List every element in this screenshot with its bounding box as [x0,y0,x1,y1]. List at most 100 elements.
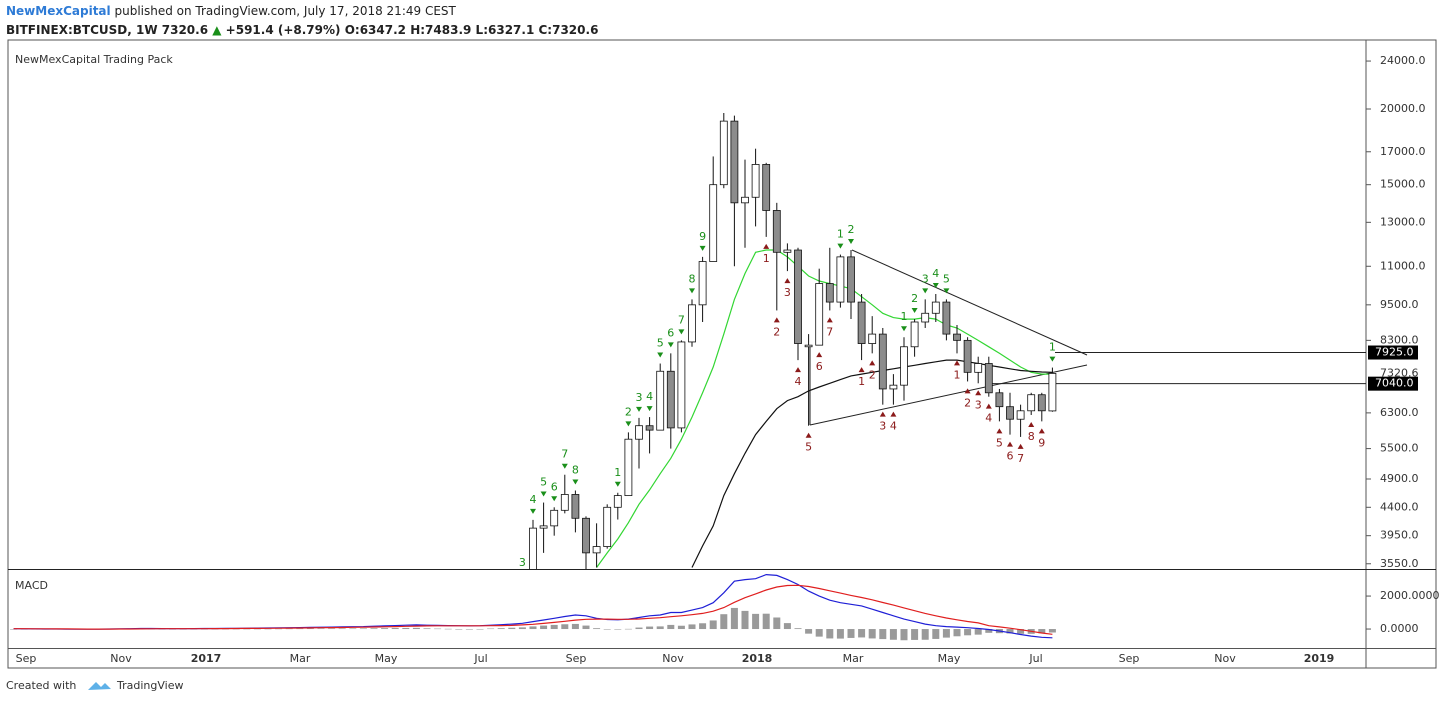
symbol-line: BITFINEX:BTCUSD, 1W 7320.6 ▲ +591.4 (+8.… [6,23,598,37]
macd-histogram-bar [1017,629,1025,634]
candle-body [645,425,654,431]
sell-setup-count: 5 [540,476,547,489]
macd-histogram-bar [773,617,781,630]
sell-setup-count: 8 [572,464,579,477]
macd-histogram-bar [603,629,611,630]
macd-histogram-bar [794,628,802,630]
sell-setup-marker [848,239,854,245]
x-tick-label: Nov [662,652,684,665]
buy-setup-marker [996,428,1003,434]
buy-setup-count: 3 [879,420,886,433]
price-label: 7040.0 [1375,377,1414,390]
buy-setup-count: 4 [985,412,992,425]
macd-histogram-bar [285,628,293,630]
sell-setup-count: 4 [646,390,653,403]
macd-histogram-bar [561,624,569,630]
macd-histogram-bar [783,623,791,630]
buy-setup-marker [1007,441,1013,447]
macd-histogram-bar [720,614,728,630]
macd-histogram-bar [836,629,844,639]
y-tick-label: 4900.0 [1380,472,1419,485]
sell-setup-marker [678,329,685,335]
macd-histogram-bar [921,629,929,640]
macd-histogram-bar [964,629,972,636]
candle-body [910,321,919,348]
macd-histogram-bar [253,628,261,630]
x-tick-label: Nov [110,652,132,665]
buy-setup-count: 1 [858,375,865,388]
buy-setup-count: 8 [1028,430,1035,443]
macd-histogram-bar [646,626,654,630]
x-tick-label: 2017 [191,652,222,665]
macd-histogram-bar [762,613,770,630]
macd-histogram-bar [338,628,346,630]
candle-body [741,196,749,204]
sell-setup-count: 6 [551,480,558,493]
candle-body [677,341,686,429]
buy-setup-count: 2 [869,368,876,381]
sell-setup-marker [530,508,536,514]
sell-setup-count: 4 [530,493,537,506]
trendline [851,249,1088,356]
last: 7320.6 [162,23,208,37]
signal-line [13,584,1053,635]
candle-body [719,120,728,186]
sell-setup-marker [699,245,706,251]
low: L:6327.1 [476,23,535,37]
candle-body [984,363,993,394]
candle-body [539,525,548,529]
x-tick-label: May [375,652,398,665]
macd-histogram-bar [688,624,696,630]
macd-histogram-bar [487,628,495,630]
macd-histogram-bar [444,628,452,630]
sell-setup-count: 7 [678,313,685,326]
macd-histogram-bar [752,613,760,630]
macd-histogram-bar [317,628,325,630]
sell-setup-marker [561,463,568,469]
y-tick-label: 24000.0 [1380,54,1426,67]
buy-setup-marker [1038,428,1045,434]
footer-brand[interactable]: TradingView [116,679,183,692]
up-arrow: ▲ [212,23,222,37]
sell-setup-count: 2 [848,223,855,236]
x-tick-label: Nov [1214,652,1236,665]
sell-setup-count: 3 [519,556,526,569]
y-tick-label: 20000.0 [1380,102,1426,115]
buy-setup-count: 4 [795,375,802,388]
author[interactable]: NewMexCapital [6,4,111,18]
candle-body [656,370,665,431]
macd-histogram-bar [953,629,961,637]
macd-histogram-bar [868,629,876,639]
macd-histogram-bar [1038,629,1046,634]
y-tick-label: 3950.0 [1380,529,1419,542]
y-tick-label: 11000.0 [1380,259,1426,272]
macd-histogram-bar [402,627,410,630]
macd-histogram-bar [328,628,336,630]
candle-body [1006,406,1014,420]
buy-setup-count: 5 [996,436,1003,449]
candle-body [666,370,675,429]
buy-setup-marker [985,403,992,409]
buy-setup-count: 3 [975,398,982,411]
price-label: 7925.0 [1375,346,1414,359]
candle-body [963,339,972,373]
macd-histogram-bar [900,629,908,641]
publish-line: NewMexCapital published on TradingView.c… [6,4,457,18]
macd-histogram-bar [593,628,601,630]
candle-body [582,517,590,554]
candle-body [900,346,908,386]
macd-histogram-bar [974,629,982,635]
price-label-box [1368,345,1418,360]
macd-histogram-bar [614,629,622,630]
price-label-box [1368,376,1418,391]
candle-body [804,344,813,348]
sell-setup-marker [551,496,558,502]
candle-body [698,261,707,306]
logo [88,682,111,690]
macd-histogram-bar [942,629,950,638]
macd-histogram-bar [667,624,675,630]
macd-tick-label: 2000.0000 [1380,589,1440,602]
macd-histogram-bar [508,627,516,630]
candle-body [783,249,792,253]
